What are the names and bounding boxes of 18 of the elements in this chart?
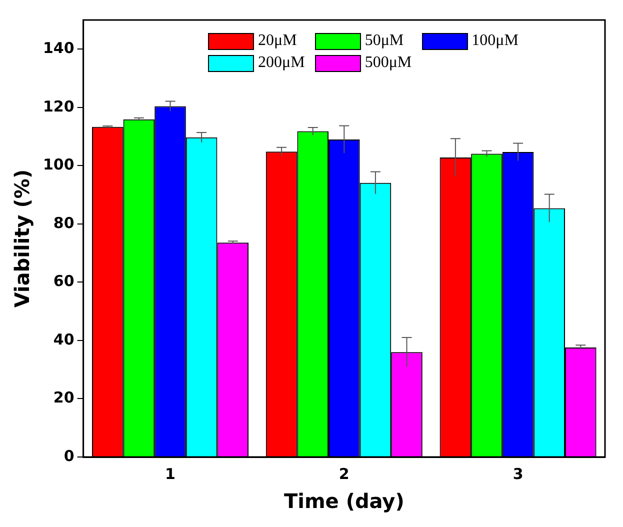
y-tick-label: 0: [64, 446, 74, 465]
x-tick-label: 1: [165, 464, 176, 483]
y-tick-label: 120: [43, 97, 74, 116]
legend-label: 500μM: [364, 54, 412, 72]
y-tick-label: 100: [43, 156, 74, 174]
y-tick-label: 140: [43, 39, 74, 58]
y-tick-label: 60: [53, 272, 74, 290]
y-tick-label: 20: [53, 388, 74, 407]
x-axis-title: Time (day): [284, 489, 404, 514]
y-tick-label: 40: [53, 330, 74, 348]
legend-label: 20μM: [258, 32, 297, 50]
legend-label: 50μM: [364, 32, 404, 50]
y-tick-label: 80: [53, 214, 74, 232]
x-tick-label: 3: [512, 464, 524, 483]
y-axis-title: Viability (%): [10, 169, 34, 308]
legend-label: 200μM: [258, 54, 305, 72]
x-tick-label: 2: [338, 464, 350, 483]
legend-label: 100μM: [472, 32, 518, 50]
